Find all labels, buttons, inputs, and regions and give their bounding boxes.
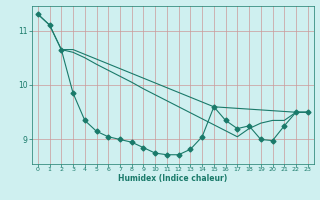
X-axis label: Humidex (Indice chaleur): Humidex (Indice chaleur)	[118, 174, 228, 183]
